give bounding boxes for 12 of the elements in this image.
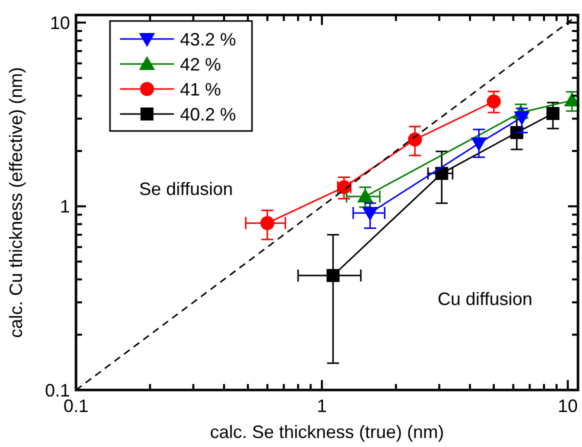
y-axis-title: calc. Cu thickness (effective) (nm) bbox=[6, 67, 26, 338]
x-tick-label: 1 bbox=[316, 396, 327, 416]
legend-label: 42 % bbox=[180, 54, 222, 74]
y-tick-label: 10 bbox=[50, 12, 70, 33]
legend-label: 40.2 % bbox=[180, 104, 236, 124]
annotation: Se diffusion bbox=[139, 179, 233, 199]
x-tick-label: 10 bbox=[558, 396, 578, 416]
annotation: Cu diffusion bbox=[438, 289, 532, 309]
y-tick-label: 1 bbox=[60, 196, 70, 217]
legend-label: 43.2 % bbox=[180, 29, 236, 50]
legend-label: 41 % bbox=[180, 79, 222, 100]
x-axis-title: calc. Se thickness (true) (nm) bbox=[210, 422, 444, 442]
